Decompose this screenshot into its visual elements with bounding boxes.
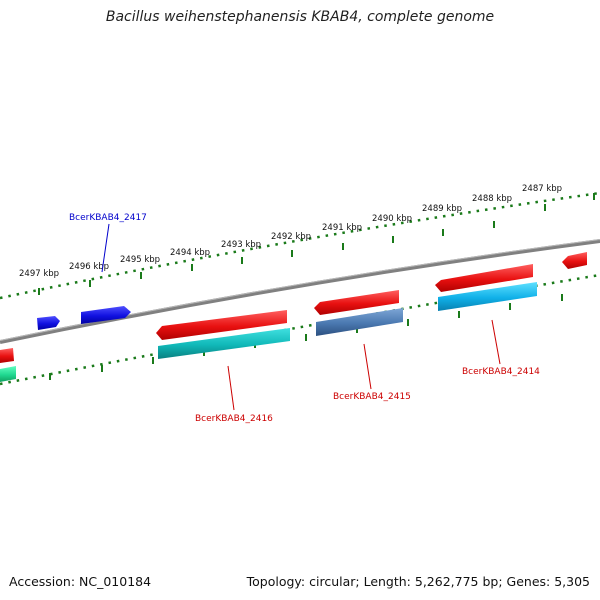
kbp-label: 2492 kbp [271, 232, 311, 242]
kbp-label: 2487 kbp [522, 184, 562, 194]
gene-arrow-reverse-left-edge[interactable] [0, 348, 14, 363]
genome-info-label: Topology: circular; Length: 5,262,775 bp… [246, 574, 590, 589]
inner-tick-track [0, 273, 600, 386]
kbp-label: 2493 kbp [221, 240, 261, 250]
gene-arrow-reverse-edge[interactable] [562, 252, 587, 269]
gene-label-bcerkbab4-2417[interactable]: BcerKBAB4_2417 [69, 213, 147, 223]
map-title: Bacillus weihenstephanensis KBAB4, compl… [105, 9, 495, 25]
kbp-label: 2497 kbp [19, 269, 59, 279]
feature-bar-sky [438, 282, 537, 311]
genome-backbone [0, 239, 600, 344]
outer-major-ticks [38, 193, 595, 295]
gene-arrow-bcerkbab4-2414[interactable] [435, 264, 533, 292]
label-leader-line [363, 343, 372, 390]
kbp-label: 2494 kbp [170, 248, 210, 258]
label-leader-line [227, 365, 235, 411]
gene-arrow-bcerkbab4-2416[interactable] [156, 310, 287, 340]
kbp-scale-labels: 2497 kbp 2496 kbp 2495 kbp 2494 kbp 2493… [19, 184, 562, 279]
kbp-label: 2490 kbp [372, 214, 412, 224]
feature-bar-steel [316, 308, 403, 336]
kbp-label: 2491 kbp [322, 223, 362, 233]
feature-bar-teal [158, 328, 290, 359]
gene-label-bcerkbab4-2414[interactable]: BcerKBAB4_2414 [462, 367, 540, 377]
label-leader-line [101, 223, 110, 273]
kbp-label: 2488 kbp [472, 194, 512, 204]
gene-label-bcerkbab4-2416[interactable]: BcerKBAB4_2416 [195, 414, 273, 424]
kbp-label: 2489 kbp [422, 204, 462, 214]
gene-arrow-bcerkbab4-2417[interactable] [81, 306, 131, 324]
gene-label-bcerkbab4-2415[interactable]: BcerKBAB4_2415 [333, 392, 411, 402]
kbp-label: 2496 kbp [69, 262, 109, 272]
kbp-label: 2495 kbp [120, 255, 160, 265]
outer-tick-track [0, 191, 600, 300]
feature-bar-green [0, 366, 16, 382]
label-leader-line [491, 319, 501, 365]
gene-arrow-bcerkbab4-2415[interactable] [314, 290, 399, 315]
accession-label: Accession: NC_010184 [9, 574, 152, 589]
gene-arrow-forward[interactable] [37, 316, 60, 330]
